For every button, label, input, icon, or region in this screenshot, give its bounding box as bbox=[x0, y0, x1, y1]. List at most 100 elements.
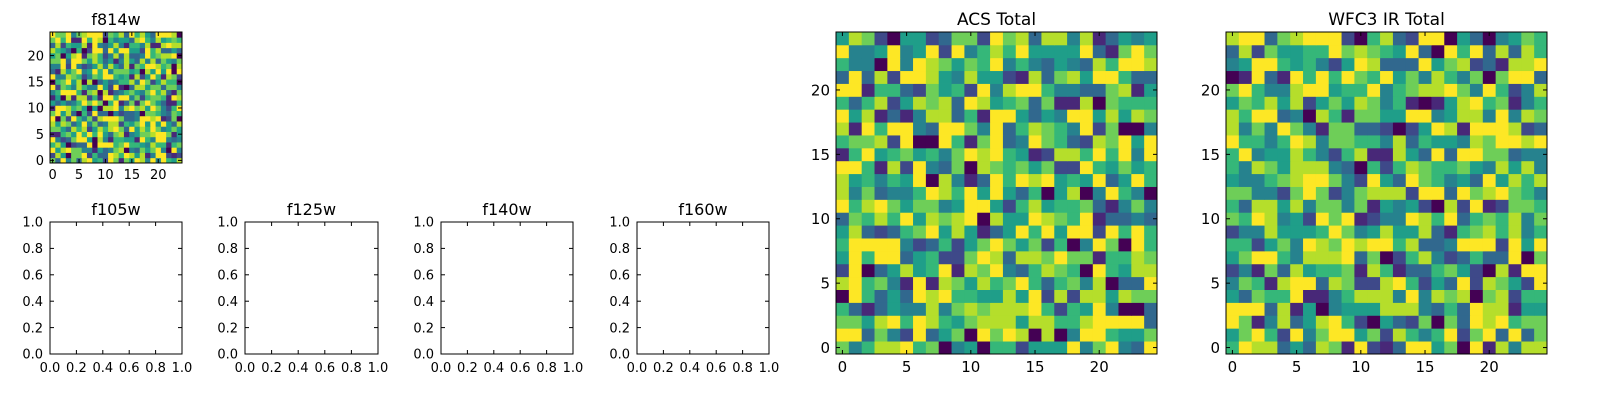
heatmap-cell bbox=[1251, 173, 1265, 187]
heatmap-cell bbox=[900, 186, 914, 200]
heatmap-cell bbox=[97, 68, 104, 75]
heatmap-cell bbox=[113, 142, 120, 148]
heatmap-cell bbox=[1444, 276, 1458, 290]
x-tick-label: 20 bbox=[150, 168, 167, 183]
heatmap-cell bbox=[1067, 289, 1081, 303]
heatmap-cell bbox=[1002, 122, 1017, 136]
heatmap-cell bbox=[76, 47, 83, 54]
heatmap-cell bbox=[60, 52, 67, 59]
heatmap-cell bbox=[1495, 173, 1509, 187]
heatmap-cell bbox=[1002, 199, 1017, 213]
heatmap-cell bbox=[964, 263, 978, 278]
heatmap-cell bbox=[55, 89, 61, 96]
heatmap-cell bbox=[1521, 212, 1535, 226]
heatmap-cell bbox=[900, 109, 914, 123]
heatmap-cell bbox=[171, 58, 178, 64]
heatmap-cell bbox=[108, 110, 114, 117]
heatmap-cell bbox=[171, 94, 178, 101]
heatmap-cell bbox=[1054, 225, 1068, 239]
heatmap-cell bbox=[1508, 147, 1522, 162]
heatmap-cell bbox=[176, 152, 183, 159]
heatmap-cell bbox=[65, 131, 72, 138]
heatmap-cell bbox=[1277, 173, 1291, 187]
heatmap-cell bbox=[55, 84, 61, 91]
heatmap-cell bbox=[1277, 302, 1291, 316]
heatmap-cell bbox=[913, 96, 927, 110]
heatmap-cell bbox=[1303, 70, 1317, 84]
heatmap-cell bbox=[1251, 276, 1265, 290]
heatmap-cell bbox=[1079, 173, 1094, 187]
y-tick-label: 1.0 bbox=[609, 216, 630, 231]
heatmap-cell bbox=[1392, 238, 1407, 252]
heatmap-cell bbox=[1508, 199, 1522, 213]
heatmap-cell bbox=[55, 47, 61, 54]
heatmap-cell bbox=[1341, 109, 1355, 123]
heatmap-cell bbox=[71, 110, 77, 117]
heatmap-cell bbox=[1002, 212, 1017, 226]
heatmap-cell bbox=[1041, 70, 1055, 84]
heatmap-cell bbox=[1015, 83, 1029, 97]
heatmap-cell bbox=[1341, 173, 1355, 187]
heatmap-cell bbox=[76, 52, 83, 59]
heatmap-cell bbox=[102, 52, 109, 59]
heatmap-cell bbox=[1392, 57, 1407, 72]
heatmap-cell bbox=[76, 89, 83, 96]
heatmap-cell bbox=[1028, 263, 1042, 278]
heatmap-cell bbox=[1457, 109, 1471, 123]
heatmap-cell bbox=[1028, 289, 1042, 303]
heatmap-cell bbox=[1092, 302, 1107, 316]
heatmap-cell bbox=[1092, 83, 1107, 97]
heatmap-cell bbox=[1303, 173, 1317, 187]
heatmap-cell bbox=[848, 160, 863, 175]
heatmap-cell bbox=[990, 122, 1004, 136]
heatmap-cell bbox=[92, 105, 98, 111]
heatmap-cell bbox=[113, 79, 120, 85]
axes-frame bbox=[636, 221, 770, 355]
heatmap-cell bbox=[108, 105, 114, 111]
heatmap-cell bbox=[1444, 186, 1458, 200]
heatmap-cell bbox=[65, 157, 72, 164]
heatmap-cell bbox=[50, 126, 56, 132]
heatmap-cell bbox=[1469, 135, 1484, 149]
heatmap-cell bbox=[874, 341, 888, 355]
heatmap-cell bbox=[1367, 83, 1381, 97]
heatmap-cell bbox=[951, 135, 965, 149]
heatmap-cell bbox=[977, 225, 991, 239]
heatmap-cell bbox=[1328, 44, 1342, 59]
heatmap-cell bbox=[1457, 276, 1471, 290]
x-tick-label: 5 bbox=[75, 168, 83, 183]
heatmap-cell bbox=[50, 142, 56, 148]
heatmap-cell bbox=[1015, 276, 1029, 290]
heatmap-cell bbox=[1079, 341, 1094, 355]
heatmap-cell bbox=[900, 173, 914, 187]
heatmap-cell bbox=[887, 186, 901, 200]
heatmap-cell bbox=[1290, 289, 1304, 303]
heatmap-cell bbox=[129, 94, 135, 101]
heatmap-cell bbox=[1367, 289, 1381, 303]
heatmap-cell bbox=[65, 47, 72, 54]
y-tick-label: 5 bbox=[820, 275, 830, 293]
heatmap-cell bbox=[1328, 341, 1342, 355]
heatmap-cell bbox=[1015, 238, 1029, 252]
heatmap-cell bbox=[990, 83, 1004, 97]
heatmap-cell bbox=[1054, 70, 1068, 84]
heatmap-cell bbox=[1444, 160, 1458, 175]
heatmap-cell bbox=[1118, 70, 1132, 84]
heatmap-cell bbox=[990, 44, 1004, 59]
y-tick-label: 0.4 bbox=[413, 295, 434, 310]
heatmap-cell bbox=[1405, 276, 1419, 290]
heatmap-cell bbox=[887, 212, 901, 226]
heatmap-cell bbox=[1303, 212, 1317, 226]
heatmap-cell bbox=[76, 42, 83, 49]
heatmap-cell bbox=[1144, 302, 1158, 316]
heatmap-cell bbox=[1457, 122, 1471, 136]
heatmap-cell bbox=[1521, 96, 1535, 110]
heatmap-cell bbox=[86, 32, 93, 38]
heatmap-cell bbox=[129, 84, 135, 91]
heatmap-cell bbox=[1521, 289, 1535, 303]
heatmap-cell bbox=[123, 58, 130, 64]
heatmap-cell bbox=[836, 341, 850, 355]
heatmap-cell bbox=[118, 68, 125, 75]
heatmap-cell bbox=[1067, 212, 1081, 226]
heatmap-cell bbox=[1354, 212, 1368, 226]
